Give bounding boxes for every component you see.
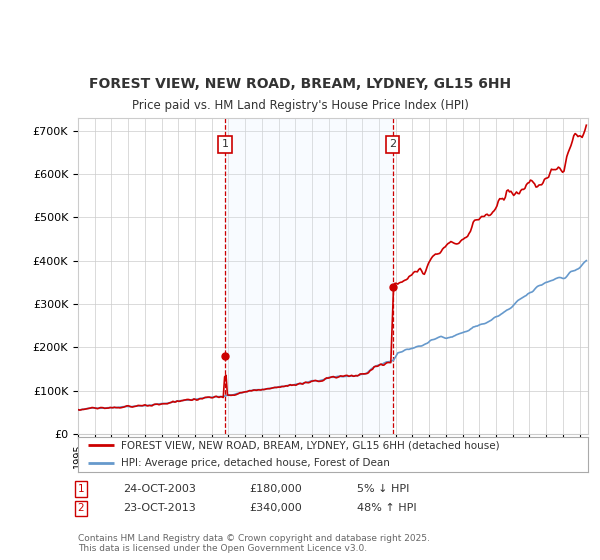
Text: FOREST VIEW, NEW ROAD, BREAM, LYDNEY, GL15 6HH: FOREST VIEW, NEW ROAD, BREAM, LYDNEY, GL…	[89, 77, 511, 91]
Text: 1: 1	[222, 139, 229, 150]
Text: £180,000: £180,000	[249, 484, 302, 494]
Text: 2: 2	[389, 139, 396, 150]
Text: 2: 2	[77, 503, 85, 514]
Bar	[226, 118, 392, 434]
Text: £340,000: £340,000	[249, 503, 302, 514]
Text: 23-OCT-2013: 23-OCT-2013	[123, 503, 196, 514]
Text: Contains HM Land Registry data © Crown copyright and database right 2025.
This d: Contains HM Land Registry data © Crown c…	[78, 534, 430, 553]
Text: 24-OCT-2003: 24-OCT-2003	[123, 484, 196, 494]
Text: HPI: Average price, detached house, Forest of Dean: HPI: Average price, detached house, Fore…	[121, 458, 390, 468]
Text: 5% ↓ HPI: 5% ↓ HPI	[357, 484, 409, 494]
Text: 1: 1	[77, 484, 85, 494]
Text: Price paid vs. HM Land Registry's House Price Index (HPI): Price paid vs. HM Land Registry's House …	[131, 99, 469, 112]
Text: FOREST VIEW, NEW ROAD, BREAM, LYDNEY, GL15 6HH (detached house): FOREST VIEW, NEW ROAD, BREAM, LYDNEY, GL…	[121, 441, 500, 450]
Text: 48% ↑ HPI: 48% ↑ HPI	[357, 503, 416, 514]
